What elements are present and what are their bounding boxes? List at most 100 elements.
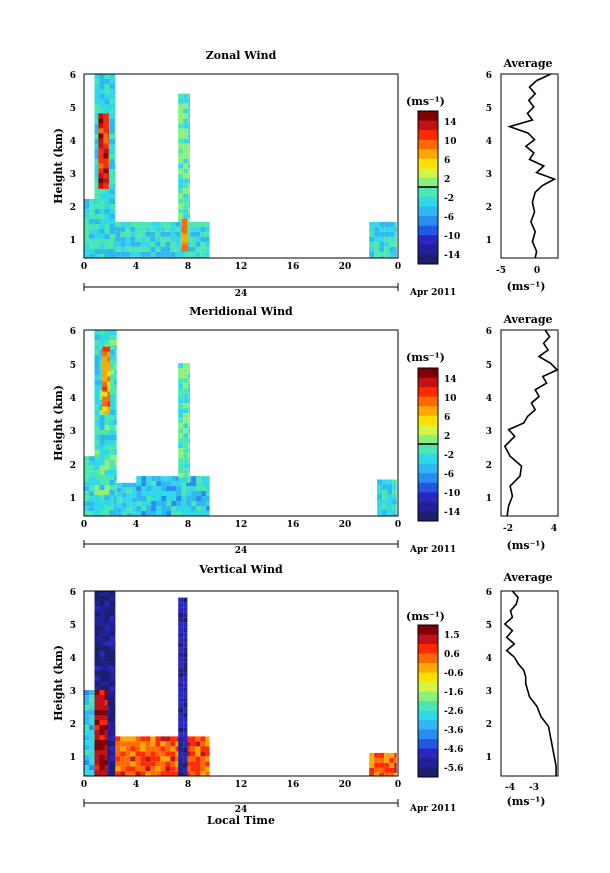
heatmap-cell — [185, 771, 191, 776]
heatmap-cell — [183, 408, 189, 414]
heatmap-cell — [84, 730, 89, 736]
heatmap-cell — [103, 133, 109, 139]
heatmap-cell — [384, 226, 390, 232]
heatmap-cell — [109, 214, 115, 219]
heatmap-cell — [190, 256, 196, 258]
heatmap-cell — [188, 413, 190, 419]
heatmap-cell — [205, 766, 210, 772]
heatmap-cell — [114, 184, 116, 189]
heatmap-cell — [109, 164, 115, 169]
heatmap-cell — [107, 371, 111, 377]
heatmap-cell — [99, 695, 105, 701]
heatmap-cell — [125, 751, 131, 757]
heatmap-cell — [94, 164, 100, 169]
heatmap-cell — [109, 380, 115, 385]
heatmap-cell — [89, 486, 94, 492]
profile-x-tick: -3 — [529, 783, 539, 793]
heatmap-cell — [99, 425, 105, 430]
heatmap-cell — [99, 415, 105, 420]
heatmap-cell — [150, 236, 156, 242]
heatmap-cell — [191, 491, 197, 497]
heatmap-cell — [206, 506, 210, 512]
heatmap-cell — [104, 636, 110, 641]
heatmap-cell — [104, 219, 110, 224]
colorbar-segment — [418, 634, 438, 645]
heatmap-cell — [392, 499, 397, 505]
heatmap-cell — [165, 231, 171, 237]
heatmap-cell — [185, 246, 191, 252]
heatmap-cell — [200, 236, 206, 242]
heatmap-cell — [135, 751, 141, 757]
heatmap-cell — [190, 236, 196, 242]
heatmap-cell — [175, 751, 181, 757]
heatmap-cell — [114, 119, 116, 124]
y-tick-label: 6 — [70, 588, 76, 598]
heatmap-cell — [114, 435, 117, 440]
profile-title: Average — [502, 571, 552, 584]
heatmap-cell — [178, 742, 184, 748]
heatmap-cell — [389, 767, 395, 773]
heatmap-cell — [183, 433, 189, 439]
heatmap-cell — [109, 636, 115, 641]
heatmap-cell — [175, 741, 181, 747]
day-label: 24 — [235, 289, 248, 299]
heatmap-cell — [151, 491, 157, 497]
colorbar-segment — [418, 691, 438, 702]
heatmap-cell — [205, 741, 210, 747]
heatmap-cell — [392, 494, 397, 500]
heatmap-cell — [114, 239, 116, 244]
heatmap-cell — [384, 757, 390, 763]
heatmap-cell — [160, 751, 166, 757]
colorbar-segment — [418, 767, 438, 778]
heatmap-cell — [120, 756, 126, 762]
heatmap-cell — [115, 226, 121, 232]
heatmap-cell — [188, 438, 190, 444]
heatmap-cell — [94, 365, 100, 370]
heatmap-cell — [94, 184, 100, 189]
heatmap-cell — [185, 756, 191, 762]
heatmap-cell — [125, 771, 131, 776]
heatmap-cell — [384, 762, 390, 768]
heatmap-cell — [175, 756, 181, 762]
profile-title: Average — [502, 57, 552, 70]
heatmap-cell — [183, 687, 188, 693]
heatmap-cell — [389, 256, 395, 258]
heatmap-cell — [104, 510, 110, 515]
heatmap-cell — [178, 737, 184, 743]
heatmap-cell — [126, 487, 132, 493]
heatmap-cell — [125, 756, 131, 762]
y-ticks: 1 2 3 4 5 6 — [70, 588, 76, 763]
date-axis: 24 Apr 2011 — [83, 283, 456, 299]
colorbar-tick: 10 — [444, 137, 457, 147]
heatmap-cell — [379, 236, 385, 242]
heatmap-cell — [108, 113, 109, 119]
heatmap-cell — [175, 251, 181, 257]
heatmap-cell — [94, 465, 100, 470]
heatmap-cell — [183, 742, 188, 748]
heatmap-cell — [109, 174, 115, 179]
heatmap-cell — [185, 221, 191, 227]
heatmap-cell — [84, 745, 89, 751]
heatmap-cell — [104, 626, 110, 631]
heatmap-cell — [89, 253, 94, 258]
heatmap-cell — [94, 233, 95, 239]
heatmap-cell — [109, 691, 115, 696]
heatmap-cell — [94, 745, 95, 751]
heatmap-cell — [98, 148, 104, 154]
heatmap-cell — [183, 677, 188, 683]
heatmap-cell — [140, 761, 146, 767]
y-ticks: 1 2 3 4 5 6 — [70, 327, 76, 504]
heatmap-cell — [99, 435, 105, 440]
heatmap-cell — [145, 231, 151, 237]
heatmap-cell — [170, 771, 176, 776]
heatmap-cell — [94, 700, 100, 706]
x-tick-label: 8 — [185, 262, 191, 272]
heatmap-cell — [84, 248, 89, 254]
colorbar-segment — [418, 235, 438, 246]
heatmap-cell — [188, 403, 190, 409]
heatmap-cell — [114, 174, 116, 179]
heatmap-cell — [178, 727, 184, 733]
heatmap-cell — [170, 236, 176, 242]
x-ticks: 0 4 8 12 16 20 0 — [81, 520, 401, 530]
heatmap-cell — [156, 491, 162, 497]
